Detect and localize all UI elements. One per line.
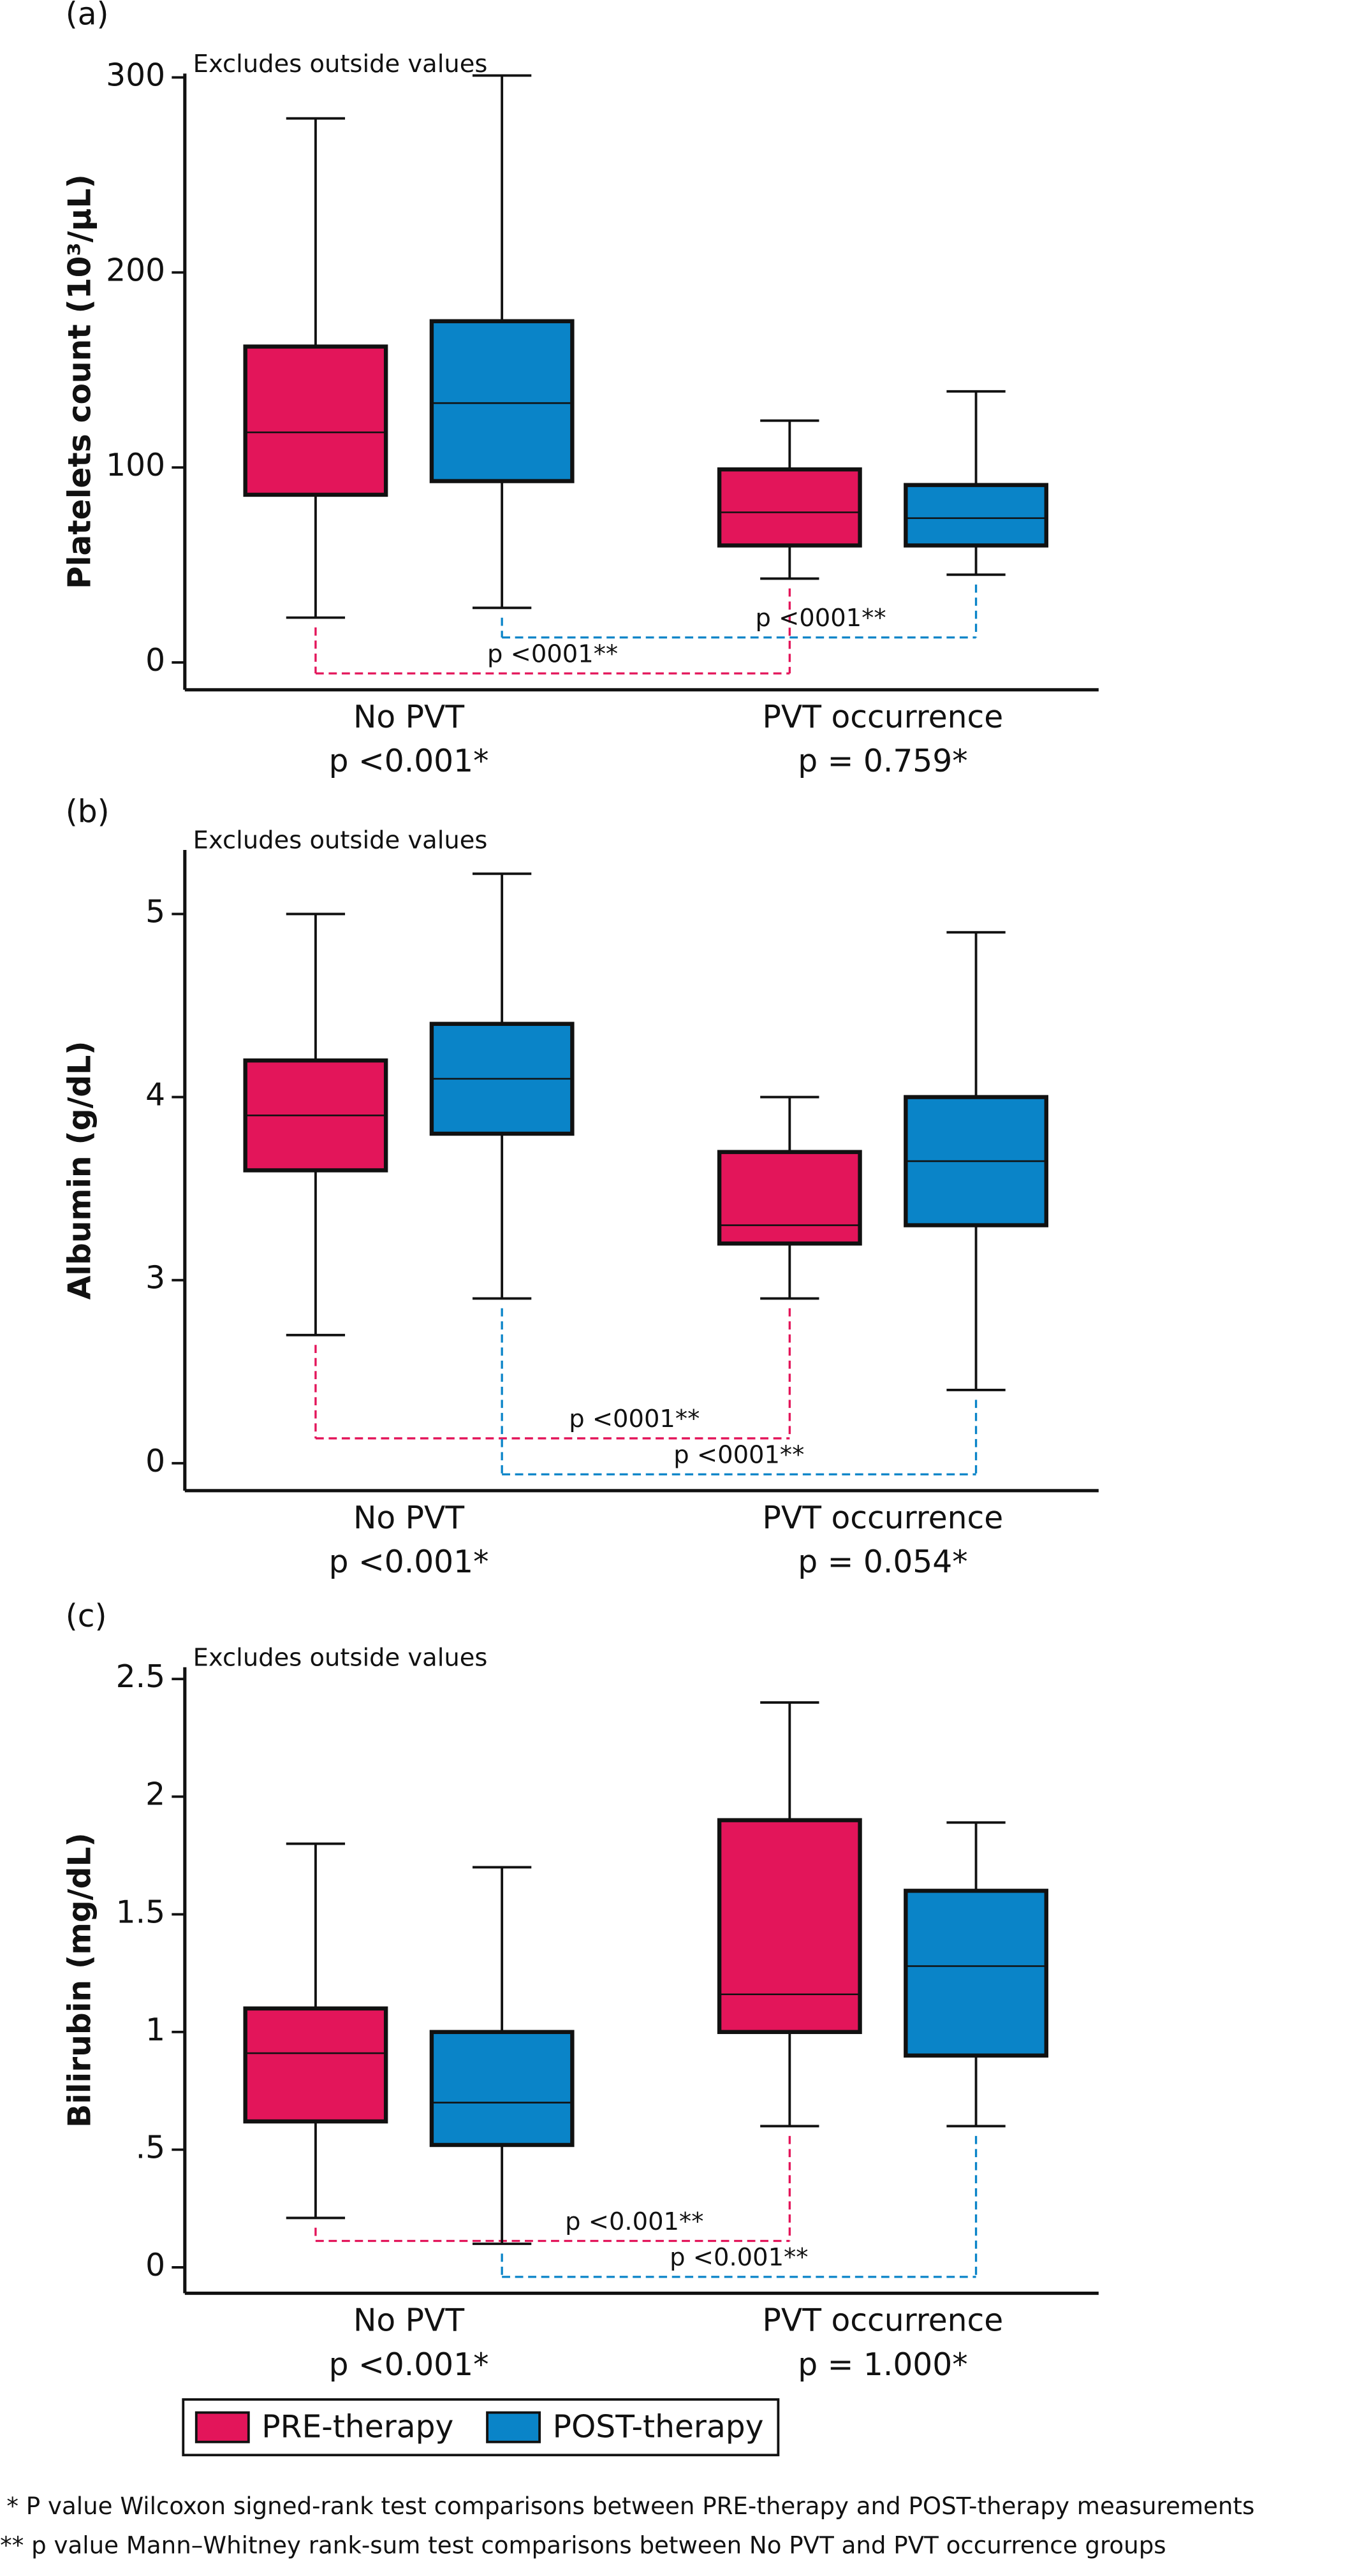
x-tick-label: No PVT	[353, 2303, 464, 2339]
y-tick-label: 200	[106, 252, 165, 288]
comparison-label: p <0001**	[755, 604, 886, 633]
x-tick-label: No PVT	[353, 1500, 464, 1536]
x-tick-label: PVT occurrence	[763, 2303, 1004, 2339]
annotation: Excludes outside values	[193, 1643, 488, 1672]
y-tick-label: 300	[106, 57, 165, 93]
annotation: Excludes outside values	[193, 826, 488, 855]
footnote: ** p value Mann–Whitney rank-sum test co…	[0, 2531, 1166, 2559]
x-tick-sublabel: p <0.001*	[329, 1544, 489, 1580]
y-axis-label: Platelets count (10³/µL)	[62, 174, 98, 589]
x-tick-sublabel: p <0.001*	[329, 2347, 489, 2383]
y-tick-label: 3	[145, 1261, 165, 1296]
y-tick-label: 100	[106, 448, 165, 483]
legend-box	[182, 2398, 780, 2457]
box	[717, 1818, 862, 2035]
y-tick-label: 5	[145, 894, 165, 930]
y-tick-label: 2	[145, 1777, 165, 1813]
legend-label: PRE-therapy	[261, 2409, 453, 2445]
y-tick-label: 4	[145, 1078, 165, 1113]
y-tick-label: .5	[136, 2130, 165, 2165]
annotation: Excludes outside values	[193, 50, 488, 78]
x-tick-label: PVT occurrence	[763, 699, 1004, 735]
y-tick-label: 1	[145, 2012, 165, 2048]
y-axis-label: Albumin (g/dL)	[62, 1041, 98, 1299]
panel-label: (a)	[66, 0, 109, 33]
box	[904, 483, 1048, 548]
comparison-label: p <0.001**	[565, 2207, 703, 2236]
y-tick-label: 2.5	[116, 1659, 165, 1695]
y-tick-label: 0	[145, 643, 165, 678]
x-tick-label: PVT occurrence	[763, 1500, 1004, 1536]
box	[243, 344, 388, 497]
x-tick-sublabel: p = 0.759*	[798, 743, 967, 779]
comparison-label: p <0001**	[569, 1405, 700, 1433]
x-tick-sublabel: p = 1.000*	[798, 2347, 967, 2383]
y-tick-label: 0	[145, 1444, 165, 1479]
box	[429, 2030, 575, 2148]
legend-swatch	[486, 2411, 541, 2443]
y-tick-label: 1.5	[116, 1894, 165, 1930]
box	[717, 1150, 862, 1246]
legend-label: POST-therapy	[553, 2409, 764, 2445]
y-axis-label: Bilirubin (mg/dL)	[62, 1833, 98, 2128]
box	[243, 2006, 388, 2124]
footnote: * P value Wilcoxon signed-rank test comp…	[6, 2492, 1254, 2520]
box	[429, 319, 575, 483]
comparison-label: p <0001**	[487, 640, 618, 668]
panel-label: (c)	[66, 1599, 107, 1634]
x-tick-sublabel: p = 0.054*	[798, 1544, 967, 1580]
legend: PRE-therapy POST-therapy	[182, 2398, 780, 2457]
box	[904, 1889, 1048, 2058]
panel-label: (b)	[66, 794, 110, 830]
comparison-label: p <0001**	[673, 1441, 804, 1470]
box	[717, 467, 862, 548]
comparison-label: p <0.001**	[670, 2243, 808, 2272]
legend-swatch	[194, 2411, 250, 2443]
x-tick-label: No PVT	[353, 699, 464, 735]
y-tick-label: 0	[145, 2248, 165, 2283]
x-tick-sublabel: p <0.001*	[329, 743, 489, 779]
